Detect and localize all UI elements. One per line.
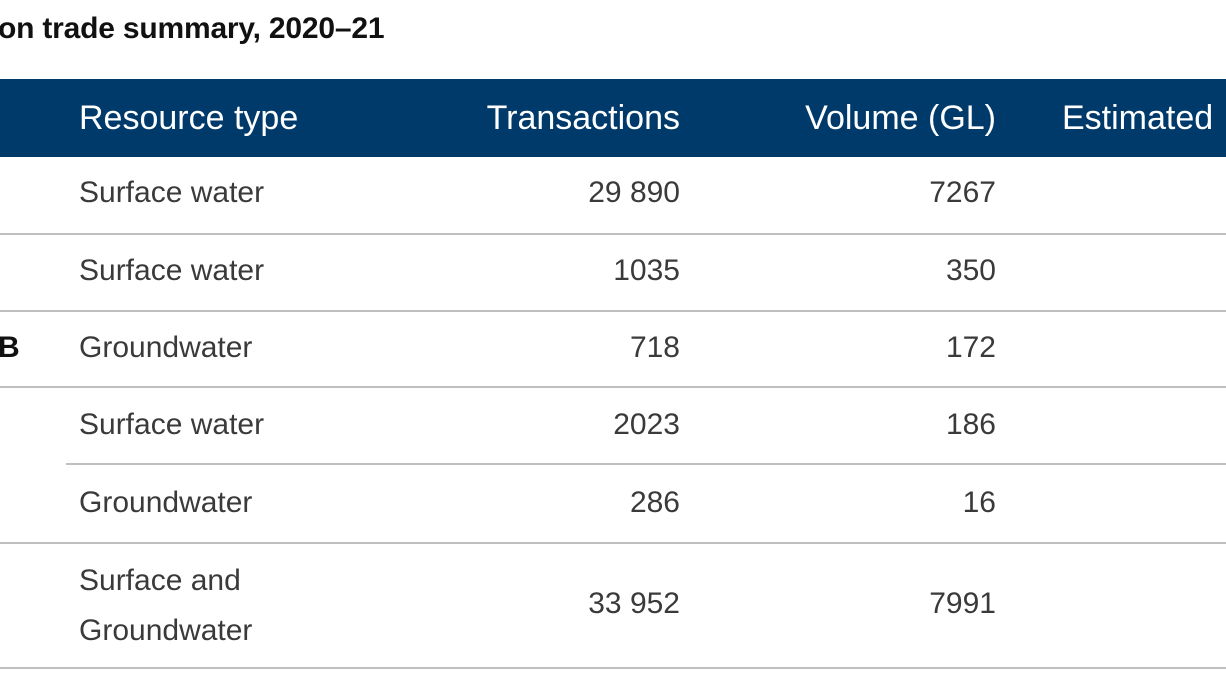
- table-title: on trade summary, 2020–21: [0, 12, 385, 45]
- row-3-resource-type: Groundwater: [79, 331, 253, 364]
- row-6-resource-type: Surface and Groundwater: [79, 556, 339, 656]
- row-3-transactions: 718: [629, 331, 680, 364]
- row-5-transactions: 286: [629, 486, 680, 519]
- header-estimated: Estimated: [1062, 99, 1214, 137]
- row-4-resource-type: Surface water: [79, 408, 265, 441]
- header-transactions: Transactions: [486, 99, 680, 137]
- row-4-transactions: 2023: [613, 408, 680, 441]
- row-1-transactions: 29 890: [588, 176, 680, 209]
- row-divider: [0, 386, 1226, 388]
- row-divider: [66, 463, 1226, 465]
- row-divider: [0, 542, 1226, 544]
- header-volume: Volume (GL): [805, 99, 996, 137]
- table-bottom-border: [0, 667, 1226, 669]
- row-2-resource-type: Surface water: [79, 254, 265, 287]
- row-6-transactions: 33 952: [588, 587, 680, 620]
- row-3-volume: 172: [945, 331, 996, 364]
- row-1-volume: 7267: [929, 176, 996, 209]
- row-6-resource-type-line-2: Groundwater: [79, 614, 253, 647]
- row-2-volume: 350: [945, 254, 996, 287]
- row-6-resource-type-line-1: Surface and: [79, 564, 241, 597]
- row-4-volume: 186: [945, 408, 996, 441]
- row-5-resource-type: Groundwater: [79, 486, 253, 519]
- table-header-row: [0, 79, 1226, 157]
- row-divider: [0, 310, 1226, 312]
- row-5-volume: 16: [962, 486, 996, 519]
- row-divider: [0, 233, 1226, 235]
- header-resource-type: Resource type: [79, 99, 299, 137]
- row-3-label: B: [0, 331, 20, 364]
- row-6-volume: 7991: [929, 587, 996, 620]
- row-1-resource-type: Surface water: [79, 176, 265, 209]
- row-2-transactions: 1035: [613, 254, 680, 287]
